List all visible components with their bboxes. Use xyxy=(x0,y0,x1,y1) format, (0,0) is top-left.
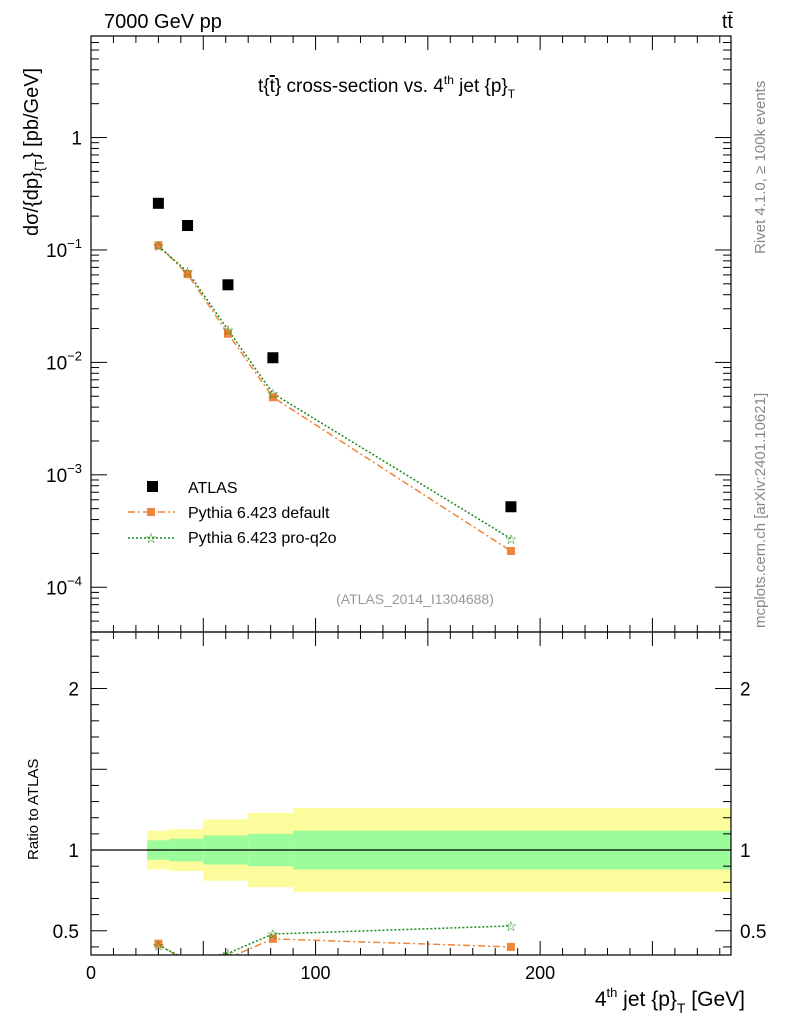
x-tick-label: 0 xyxy=(86,963,96,983)
ratio-y-tick-label-right: 2 xyxy=(740,680,751,701)
ratio-y-tick-label-left: 0.5 xyxy=(53,922,79,943)
ratio-y-tick-label-left: 1 xyxy=(68,841,79,862)
ratio-y-tick-label-right: 1 xyxy=(740,841,751,862)
point-atlas xyxy=(152,197,164,209)
ratio-y-tick-label-left: 2 xyxy=(68,680,79,701)
x-axis-label: 4th jet {p}T [GeV] xyxy=(595,985,745,1016)
ratio-point-pythia-default xyxy=(268,934,277,943)
legend-proq2o-marker: ☆ xyxy=(145,530,158,546)
series-line-pythia-default xyxy=(157,244,512,552)
ratio-y-tick-label-right: 0.5 xyxy=(740,922,766,943)
point-pythia-default xyxy=(223,329,232,338)
legend: ATLAS Pythia 6.423 default ☆ Pythia 6.42… xyxy=(128,480,337,547)
ratio-ylabel: Ratio to ATLAS xyxy=(25,759,42,860)
point-pythia-default xyxy=(506,547,515,556)
ratio-point-pythia-proq2o: ☆ xyxy=(181,952,194,968)
main-y-tick-label: 10−1 xyxy=(46,236,82,262)
ratio-point-pythia-default xyxy=(154,939,163,948)
analysis-annotation: (ATLAS_2014_I1304688) xyxy=(336,591,494,607)
legend-default-label: Pythia 6.423 default xyxy=(188,505,330,522)
main-data-layer: ☆ ☆ ☆ ☆ ☆ xyxy=(152,197,518,556)
legend-proq2o-label: Pythia 6.423 pro-q2o xyxy=(188,530,337,547)
x-tick-label: 200 xyxy=(525,963,555,983)
rivet-label: Rivet 4.1.0, ≥ 100k events xyxy=(752,81,769,254)
legend-default-marker xyxy=(147,508,155,516)
ratio-point-pythia-proq2o: ☆ xyxy=(267,926,280,942)
point-pythia-default xyxy=(183,270,192,279)
ratio-series-group: ☆ ☆ ☆ ☆ ☆ xyxy=(152,918,518,968)
ratio-point-pythia-default xyxy=(184,959,192,967)
point-atlas xyxy=(267,352,279,364)
main-y-tick-label: 10−2 xyxy=(46,348,82,374)
point-pythia-proq2o: ☆ xyxy=(505,531,518,547)
x-tick-label: 100 xyxy=(301,963,331,983)
mcplots-label: mcplots.cern.ch [arXiv:2401.10621] xyxy=(752,393,769,628)
point-atlas xyxy=(505,501,517,513)
point-pythia-default xyxy=(268,393,277,402)
ratio-point-pythia-default xyxy=(506,942,515,951)
point-atlas xyxy=(182,220,194,232)
legend-atlas-label: ATLAS xyxy=(188,480,238,497)
ratio-point-pythia-proq2o: ☆ xyxy=(222,945,235,961)
ratio-line-pythia-default xyxy=(157,938,511,955)
point-pythia-proq2o: ☆ xyxy=(181,264,194,280)
main-y-tick-label: 10−4 xyxy=(46,573,82,599)
main-y-tick-label: 1 xyxy=(71,129,82,150)
point-pythia-proq2o: ☆ xyxy=(267,385,280,401)
ratio-point-pythia-proq2o: ☆ xyxy=(505,918,518,934)
ratio-point-pythia-proq2o: ☆ xyxy=(152,937,165,953)
ratio-panel-frame xyxy=(90,631,732,956)
main-panel-frame xyxy=(90,35,732,633)
energy-label: 7000 GeV pp xyxy=(104,11,222,33)
point-atlas xyxy=(222,279,234,291)
main-ylabel: dσ/{dp}{T} [pb/GeV] xyxy=(21,68,47,236)
process-label: tt̄ xyxy=(722,11,734,33)
point-pythia-default xyxy=(154,241,163,250)
chart-title: t{t} cross-section vs. 4th jet {p}T xyxy=(258,73,516,101)
main-y-tick-label: 10−3 xyxy=(46,461,82,487)
legend-atlas-marker xyxy=(147,481,158,492)
point-pythia-proq2o: ☆ xyxy=(222,322,235,338)
panel-frames: 0 100 200 1 10−1 10−2 10−3 10−4 0.5 0.5 1 1 2 2 xyxy=(46,35,766,983)
point-pythia-proq2o: ☆ xyxy=(152,238,165,254)
